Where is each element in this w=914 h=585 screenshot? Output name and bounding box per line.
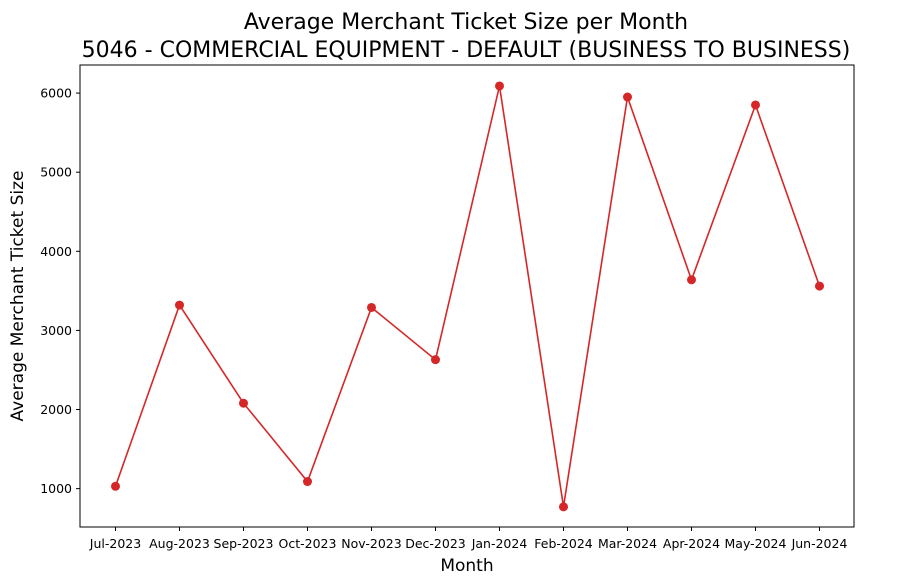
data-point [559,502,568,512]
x-tick-label: Jul-2023 [89,536,141,551]
x-tick-label: Mar-2024 [598,536,657,551]
data-point [751,100,760,110]
data-point [367,302,376,312]
series-line [114,85,821,507]
y-tick-label: 2000 [40,402,72,417]
x-tick-label: Apr-2024 [663,536,720,551]
x-axis-label: Month [440,556,493,576]
data-point [111,481,120,491]
x-tick-label: May-2024 [725,536,787,551]
x-tick-label: Aug-2023 [149,536,210,551]
x-tick-label: Jan-2024 [471,536,528,551]
x-tick-label: Jun-2024 [791,536,848,551]
data-point [431,355,440,365]
chart-title: Average Merchant Ticket Size per Month [244,10,688,35]
y-tick-label: 4000 [40,244,72,259]
x-tick-label: Nov-2023 [341,536,401,551]
data-point [495,81,504,91]
data-point [175,300,184,310]
x-tick-label: Feb-2024 [534,536,593,551]
chart-subtitle: 5046 - COMMERCIAL EQUIPMENT - DEFAULT (B… [82,38,851,63]
plot-area [79,64,855,528]
y-axis-label: Average Merchant Ticket Size [8,171,28,422]
data-point [815,281,824,291]
y-tick-label: 5000 [40,165,72,180]
y-tick-label: 3000 [40,323,72,338]
data-point [303,477,312,487]
y-axis: 1000 2000 3000 4000 5000 6000 [40,86,80,496]
x-tick-label: Sep-2023 [214,536,274,551]
x-axis: Jul-2023 Aug-2023 Sep-2023 Oct-2023 Nov-2023… [89,527,848,551]
data-point [239,398,248,408]
y-tick-label: 6000 [40,86,72,101]
x-tick-label: Dec-2023 [405,536,466,551]
data-point [687,275,696,285]
data-point [623,92,632,102]
y-tick-label: 1000 [40,481,72,496]
x-tick-label: Oct-2023 [279,536,337,551]
series-layer [111,81,824,512]
